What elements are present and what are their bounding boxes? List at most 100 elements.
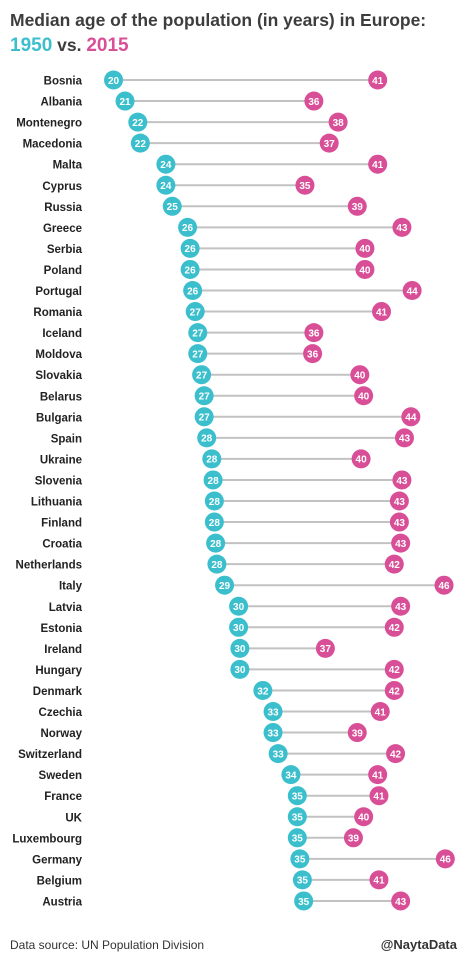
dot-1950-serbia	[180, 238, 200, 258]
value-2015-hungary: 42	[389, 665, 401, 676]
value-1950-albania: 21	[119, 97, 131, 108]
dot-2015-spain	[394, 428, 414, 448]
dot-1950-norway	[263, 723, 283, 743]
dot-1950-austria	[294, 891, 314, 911]
value-1950-lithuania: 28	[209, 497, 221, 508]
dot-2015-greece	[392, 217, 412, 237]
country-label-russia: Russia	[44, 202, 82, 214]
value-2015-sweden: 41	[372, 770, 384, 781]
dot-2015-latvia	[391, 596, 411, 616]
value-1950-montenegro: 22	[132, 118, 144, 129]
value-1950-luxembourg: 35	[292, 834, 304, 845]
value-1950-bosnia: 20	[108, 76, 120, 87]
country-label-croatia: Croatia	[42, 539, 82, 551]
dot-1950-italy	[215, 575, 235, 595]
value-2015-estonia: 42	[389, 623, 401, 634]
dot-2015-bosnia	[368, 70, 388, 90]
dot-2015-austria	[391, 891, 411, 911]
dot-1950-russia	[162, 196, 182, 216]
author-credit: @NaytaData	[380, 937, 457, 952]
value-2015-latvia: 43	[395, 602, 407, 613]
value-2015-russia: 39	[352, 202, 364, 213]
value-1950-serbia: 26	[185, 244, 197, 255]
value-1950-belarus: 27	[199, 392, 211, 403]
dot-2015-uk	[354, 807, 374, 827]
value-2015-belgium: 41	[373, 876, 385, 887]
dot-1950-slovenia	[203, 470, 223, 490]
dot-2015-ukraine	[351, 449, 371, 469]
country-label-luxembourg: Luxembourg	[12, 833, 82, 845]
country-label-albania: Albania	[40, 97, 82, 109]
value-1950-sweden: 34	[285, 770, 297, 781]
value-1950-czechia: 33	[267, 707, 279, 718]
dot-2015-netherlands	[384, 554, 404, 574]
dot-1950-bulgaria	[194, 407, 214, 427]
country-label-iceland: Iceland	[42, 328, 82, 340]
country-label-montenegro: Montenegro	[16, 118, 82, 130]
value-1950-ireland: 30	[234, 644, 246, 655]
value-2015-france: 41	[373, 792, 385, 803]
dot-2015-serbia	[355, 238, 375, 258]
value-2015-portugal: 44	[407, 286, 419, 297]
country-label-slovenia: Slovenia	[35, 475, 83, 487]
dot-1950-ireland	[230, 638, 250, 658]
dot-1950-finland	[204, 512, 224, 532]
value-1950-romania: 27	[190, 307, 202, 318]
value-2015-slovakia: 40	[354, 371, 366, 382]
dot-2015-denmark	[384, 680, 404, 700]
dot-2015-norway	[347, 723, 367, 743]
dumbbell-chart: Bosnia 20 41 Albania 21 36 Montenegro 22 38 Maced…	[12, 70, 455, 911]
value-2015-montenegro: 38	[333, 118, 345, 129]
dot-1950-slovakia	[192, 365, 212, 385]
country-label-norway: Norway	[40, 728, 82, 740]
value-2015-austria: 43	[395, 897, 407, 908]
value-2015-czechia: 41	[375, 707, 387, 718]
dot-1950-romania	[185, 302, 205, 322]
value-2015-greece: 43	[396, 223, 408, 234]
dot-1950-sweden	[281, 765, 301, 785]
value-2015-romania: 41	[376, 307, 388, 318]
country-label-macedonia: Macedonia	[23, 139, 83, 151]
value-2015-germany: 46	[440, 855, 452, 866]
value-2015-italy: 46	[438, 581, 450, 592]
country-label-ukraine: Ukraine	[40, 454, 82, 466]
dot-2015-belarus	[354, 386, 374, 406]
value-2015-norway: 39	[352, 728, 364, 739]
country-label-estonia: Estonia	[40, 623, 82, 635]
title-prefix: Median age of the population (in years) …	[10, 10, 427, 30]
dot-1950-estonia	[229, 617, 249, 637]
value-1950-switzerland: 33	[273, 749, 285, 760]
value-2015-malta: 41	[372, 160, 384, 171]
title-vs: vs.	[57, 35, 82, 55]
dot-1950-poland	[180, 259, 200, 279]
dot-1950-malta	[156, 154, 176, 174]
country-label-cyprus: Cyprus	[42, 181, 82, 193]
country-label-czechia: Czechia	[39, 707, 83, 719]
country-label-poland: Poland	[44, 265, 82, 277]
country-label-bulgaria: Bulgaria	[36, 412, 83, 424]
dot-2015-finland	[389, 512, 409, 532]
dot-2015-hungary	[384, 659, 404, 679]
value-2015-slovenia: 43	[396, 476, 408, 487]
dot-2015-portugal	[402, 281, 422, 300]
dot-1950-lithuania	[204, 491, 224, 511]
dot-1950-czechia	[263, 702, 283, 721]
country-label-hungary: Hungary	[35, 665, 82, 677]
dot-2015-russia	[347, 196, 367, 216]
value-2015-macedonia: 37	[324, 139, 336, 150]
dot-2015-estonia	[384, 617, 404, 637]
country-label-germany: Germany	[32, 854, 82, 866]
value-2015-uk: 40	[358, 813, 370, 824]
dot-1950-switzerland	[268, 744, 288, 764]
value-1950-netherlands: 28	[211, 560, 223, 571]
dot-2015-croatia	[391, 533, 411, 553]
dot-1950-iceland	[188, 323, 208, 343]
value-2015-bosnia: 41	[372, 76, 384, 87]
country-label-austria: Austria	[42, 896, 82, 908]
dot-2015-albania	[304, 91, 324, 111]
country-label-belgium: Belgium	[37, 875, 82, 887]
value-2015-lithuania: 43	[394, 497, 406, 508]
value-1950-denmark: 32	[257, 686, 269, 697]
dot-1950-uk	[287, 807, 307, 827]
dot-2015-macedonia	[319, 133, 339, 153]
